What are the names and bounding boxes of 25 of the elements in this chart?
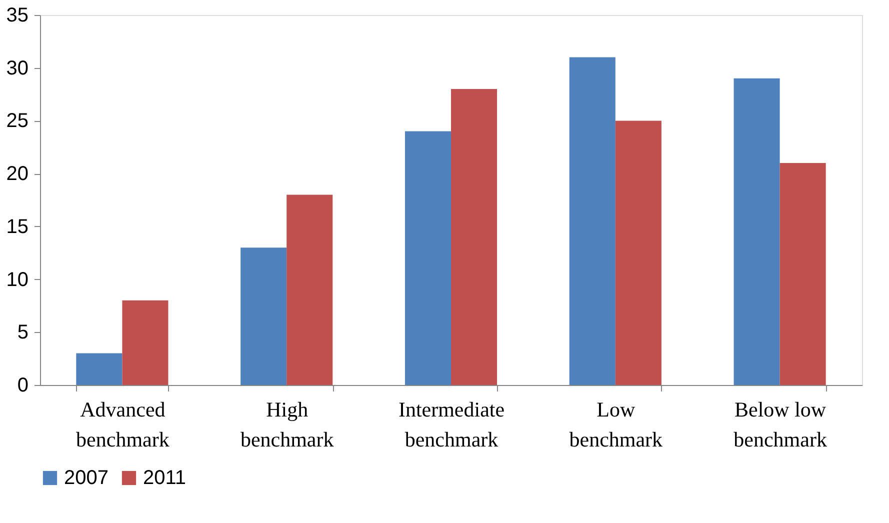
bar (76, 353, 122, 385)
legend-label: 2007 (64, 467, 108, 489)
bar (404, 131, 451, 385)
y-tick-label: 25 (6, 110, 28, 132)
x-tick-label: Low benchmark (569, 398, 664, 452)
x-tick-label: High benchmark (240, 398, 334, 452)
y-tick-label: 0 (17, 374, 28, 396)
x-tick-label: Below low benchmark (734, 398, 828, 452)
bar (122, 300, 168, 385)
y-tick-label: 15 (6, 216, 28, 238)
bar (615, 120, 662, 385)
x-tick-label: Intermediate benchmark (398, 398, 505, 452)
y-tick-label: 30 (6, 57, 28, 80)
bar (240, 248, 287, 385)
legend-label: 2011 (143, 467, 186, 489)
x-tick-label: Advanced benchmark (76, 398, 170, 452)
bar (780, 163, 826, 385)
y-tick-label: 35 (6, 4, 28, 26)
y-tick-label: 20 (6, 163, 28, 186)
bar (286, 194, 333, 385)
y-tick-label: 10 (6, 268, 28, 291)
bar (451, 89, 498, 385)
y-tick-label: 5 (17, 322, 28, 344)
bar (569, 57, 616, 385)
bar (734, 78, 780, 385)
